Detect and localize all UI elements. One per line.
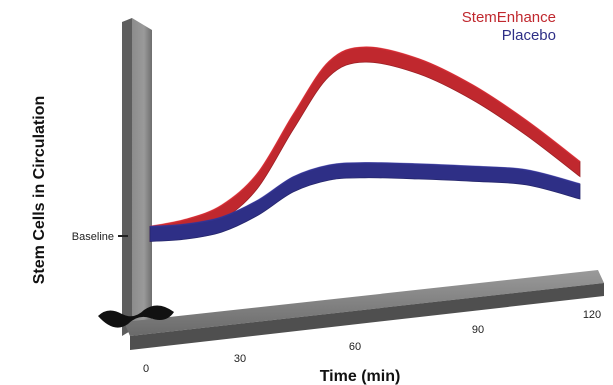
series-band-placebo: [149, 162, 581, 242]
x-tick-label: 0: [143, 363, 149, 375]
series-highlight-stemenhance: [149, 46, 581, 228]
y-axis-title: Stem Cells in Circulation: [31, 96, 48, 284]
x-axis-title: Time (min): [320, 368, 401, 385]
y-axis-wall-side: [122, 18, 132, 336]
series-highlight-placebo: [149, 162, 581, 228]
legend-label-placebo: Placebo: [502, 27, 556, 44]
series-bands: [149, 46, 581, 242]
x-tick-label: 60: [349, 341, 361, 353]
axes-3d: [98, 18, 604, 350]
x-tick-label: 120: [583, 309, 601, 321]
axis-break-icon: [98, 305, 174, 328]
x-axis-floor-front: [130, 283, 604, 350]
x-tick-label: 90: [472, 324, 484, 336]
x-tick-label: 30: [234, 353, 246, 365]
legend-label-stemenhance: StemEnhance: [462, 9, 556, 26]
x-axis-floor-top: [124, 270, 604, 336]
y-axis-wall: [132, 18, 152, 330]
chart-labels: 0 30 60 90 120 Time (min) Stem Cells in Circul…: [31, 9, 601, 385]
baseline-label: Baseline: [72, 231, 114, 243]
series-band-stemenhance: [149, 46, 581, 242]
